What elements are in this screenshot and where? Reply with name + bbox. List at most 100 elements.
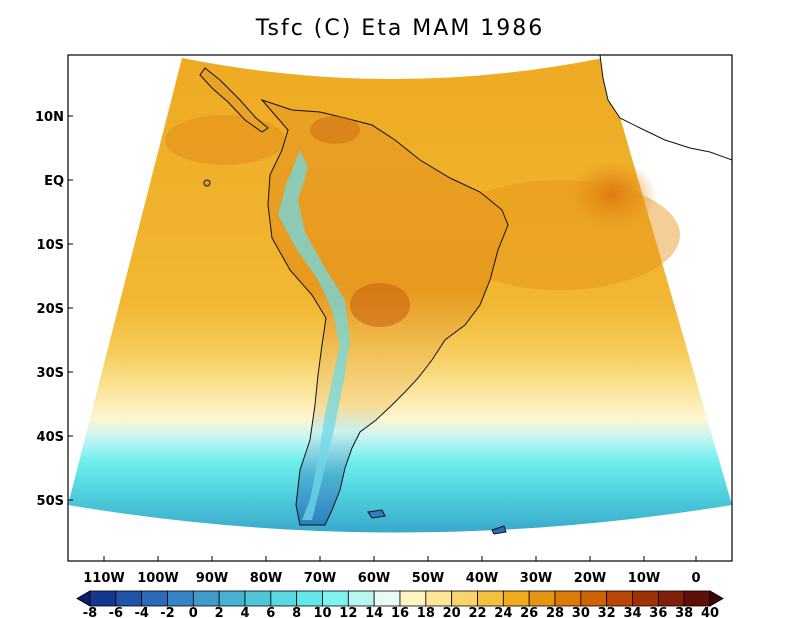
lon-tick: 90W: [196, 556, 228, 586]
svg-text:30S: 30S: [37, 366, 64, 381]
colorbar-label: 26: [520, 606, 538, 618]
colorbar-label: 8: [292, 606, 301, 618]
warm-band-west: [165, 115, 285, 165]
longitude-axis: 110W 100W 90W 80W 70W 60W 50W 40W 30W 20…: [83, 556, 701, 586]
colorbar-label: 14: [365, 606, 383, 618]
colorbar-swatch: [167, 590, 194, 607]
colorbar-label: -8: [83, 606, 97, 618]
lon-tick: 60W: [358, 556, 390, 586]
colorbar-swatch: [502, 590, 530, 607]
svg-text:EQ: EQ: [44, 174, 64, 189]
lon-tick: 80W: [250, 556, 282, 586]
colorbar-swatch: [632, 590, 659, 607]
colorbar-label: -2: [160, 606, 174, 618]
colorbar-label: 20: [443, 606, 461, 618]
svg-text:0: 0: [691, 571, 700, 586]
colorbar-label: 32: [598, 606, 616, 618]
lon-tick: 70W: [304, 556, 336, 586]
colorbar-swatch: [683, 590, 711, 607]
svg-text:20W: 20W: [574, 571, 606, 586]
colorbar-label: 10: [313, 606, 331, 618]
colorbar-swatch: [554, 590, 582, 607]
colorbar-swatch: [115, 590, 143, 607]
lon-tick: 20W: [574, 556, 606, 586]
colorbar-swatch: [425, 590, 453, 607]
svg-text:100W: 100W: [137, 571, 178, 586]
colorbar-label: 24: [494, 606, 512, 618]
colorbar-label: 2: [215, 606, 224, 618]
svg-text:40W: 40W: [466, 571, 498, 586]
lat-tick: 40S: [37, 430, 73, 445]
colorbar-swatch: [451, 590, 478, 607]
colorbar-label: 16: [391, 606, 409, 618]
lon-tick: 30W: [520, 556, 552, 586]
svg-text:60W: 60W: [358, 571, 390, 586]
svg-text:90W: 90W: [196, 571, 228, 586]
colorbar-swatch: [528, 590, 556, 607]
map-title: Tsfc (C) Eta MAM 1986: [255, 16, 545, 41]
colorbar-swatch: [270, 590, 298, 607]
central-america-land: [199, 67, 269, 133]
svg-text:10W: 10W: [628, 571, 660, 586]
africa-land: [599, 55, 732, 161]
colorbar-swatch: [477, 590, 504, 607]
colorbar-label: 34: [623, 606, 641, 618]
colorbar-swatch: [192, 590, 220, 607]
colorbar-label: 22: [468, 606, 486, 618]
galapagos: [203, 179, 211, 187]
lat-tick: 50S: [37, 494, 73, 509]
colorbar: -8 -6 -4 -2 0 2 4 6 8 10 12 14 16 18 20 22 24 26 28 30 32 34 3…: [76, 590, 724, 618]
colorbar-label: 18: [417, 606, 435, 618]
falklands: [367, 509, 386, 519]
svg-text:40S: 40S: [37, 430, 64, 445]
lat-tick: 10S: [37, 238, 73, 253]
colorbar-label: 36: [649, 606, 667, 618]
colorbar-label: 6: [266, 606, 275, 618]
colorbar-swatch: [657, 590, 685, 607]
colorbar-label: 30: [572, 606, 590, 618]
colorbar-swatch: [399, 590, 427, 607]
lat-tick: 30S: [37, 366, 73, 381]
lon-tick: 40W: [466, 556, 498, 586]
colorbar-label: 12: [339, 606, 357, 618]
svg-text:10N: 10N: [35, 110, 64, 125]
colorbar-swatch: [218, 590, 246, 607]
svg-text:30W: 30W: [520, 571, 552, 586]
colorbar-swatch: [580, 590, 608, 607]
colorbar-swatch: [296, 590, 323, 607]
warm-anomaly: [567, 160, 657, 230]
colorbar-swatch: [347, 590, 375, 607]
lon-tick: 0: [691, 556, 701, 586]
colorbar-swatch: [89, 590, 117, 607]
colorbar-swatch: [373, 590, 401, 607]
colorbar-label: 0: [189, 606, 198, 618]
colorbar-label: 38: [675, 606, 693, 618]
colorbar-label: 28: [546, 606, 564, 618]
svg-text:10S: 10S: [37, 238, 64, 253]
lon-tick: 10W: [628, 556, 660, 586]
colorbar-arrow-low: [76, 590, 91, 607]
lat-tick: 20S: [37, 302, 73, 317]
colorbar-label: -6: [109, 606, 123, 618]
colorbar-swatch: [606, 590, 633, 607]
lat-tick: 10N: [35, 110, 73, 125]
lon-tick: 110W: [83, 556, 125, 586]
svg-text:70W: 70W: [304, 571, 336, 586]
svg-text:50S: 50S: [37, 494, 64, 509]
svg-text:80W: 80W: [250, 571, 282, 586]
venezuela-warm-patch: [310, 116, 360, 144]
lon-tick: 100W: [137, 556, 179, 586]
svg-text:50W: 50W: [412, 571, 444, 586]
colorbar-label: 40: [701, 606, 719, 618]
colorbar-label: -4: [134, 606, 148, 618]
colorbar-swatch: [141, 590, 168, 607]
warm-band-east: [440, 180, 680, 290]
colorbar-swatch: [244, 590, 272, 607]
latitude-axis: 10N EQ 10S 20S 30S 40S 50S: [35, 110, 73, 509]
lat-tick: EQ: [44, 174, 73, 189]
south-georgia: [491, 525, 507, 535]
andes-cold-strip: [278, 150, 350, 520]
colorbar-label: 4: [240, 606, 249, 618]
lon-tick: 50W: [412, 556, 444, 586]
